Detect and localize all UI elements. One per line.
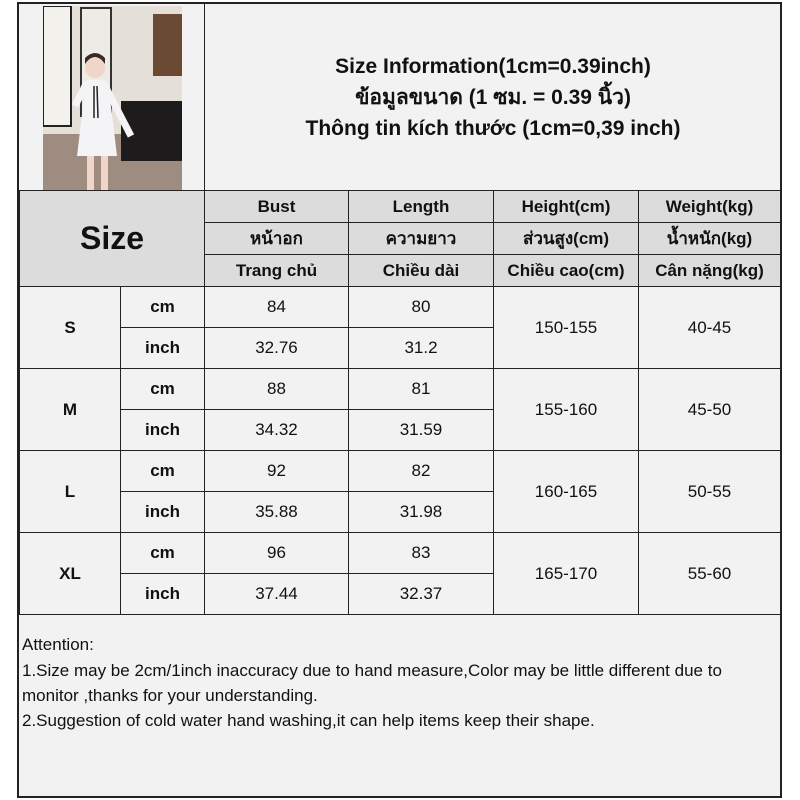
size-table: Size Bust Length Height(cm) Weight(kg) ห… — [19, 190, 781, 615]
model-in-dress-image — [43, 6, 182, 190]
size-label: S — [19, 286, 121, 369]
length-cm: 80 — [348, 286, 494, 328]
height-range: 165-170 — [493, 532, 639, 615]
table-row-inch: inch 32.76 31.2 — [20, 327, 781, 369]
unit-label: inch — [120, 573, 205, 615]
length-cm: 81 — [348, 368, 494, 410]
unit-label: cm — [120, 368, 205, 410]
size-header: Size — [19, 190, 205, 287]
table-row-inch: inch 37.44 32.37 — [20, 573, 781, 615]
col-weight: Weight(kg) — [638, 190, 781, 223]
length-inch: 32.37 — [348, 573, 494, 615]
attention-note-1: 1.Size may be 2cm/1inch inaccuracy due t… — [22, 661, 722, 705]
size-information-title: Size Information(1cm=0.39inch) ข้อมูลขนา… — [204, 4, 781, 190]
col-height-vi: Chiều cao(cm) — [493, 254, 639, 287]
height-range: 155-160 — [493, 368, 639, 451]
attention-notes: Attention: 1.Size may be 2cm/1inch inacc… — [19, 630, 780, 736]
weight-range: 50-55 — [638, 450, 781, 533]
attention-note-2: 2.Suggestion of cold water hand washing,… — [22, 711, 595, 730]
bust-cm: 96 — [204, 532, 349, 574]
product-photo — [43, 6, 182, 190]
col-length-thai: ความยาว — [348, 222, 494, 255]
size-label: XL — [19, 532, 121, 615]
bust-inch: 32.76 — [204, 327, 349, 369]
weight-range: 55-60 — [638, 532, 781, 615]
length-inch: 31.59 — [348, 409, 494, 451]
col-length: Length — [348, 190, 494, 223]
col-bust-thai: หน้าอก — [204, 222, 349, 255]
unit-label: cm — [120, 450, 205, 492]
header-row-vietnamese: Trang chủ Chiều dài Chiều cao(cm) Cân nặ… — [20, 254, 781, 287]
col-height: Height(cm) — [493, 190, 639, 223]
weight-range: 40-45 — [638, 286, 781, 369]
size-label: L — [19, 450, 121, 533]
unit-label: inch — [120, 327, 205, 369]
header-row-thai: หน้าอก ความยาว ส่วนสูง(cm) น้ำหนัก(kg) — [20, 222, 781, 255]
col-weight-vi: Cân nặng(kg) — [638, 254, 781, 287]
title-vietnamese: Thông tin kích thước (1cm=0,39 inch) — [305, 116, 681, 140]
table-row-inch: inch 35.88 31.98 — [20, 491, 781, 533]
unit-label: inch — [120, 409, 205, 451]
length-cm: 83 — [348, 532, 494, 574]
bust-inch: 34.32 — [204, 409, 349, 451]
height-range: 150-155 — [493, 286, 639, 369]
size-label: M — [19, 368, 121, 451]
col-weight-thai: น้ำหนัก(kg) — [638, 222, 781, 255]
height-range: 160-165 — [493, 450, 639, 533]
bust-inch: 37.44 — [204, 573, 349, 615]
size-chart: Size Information(1cm=0.39inch) ข้อมูลขนา… — [17, 2, 782, 798]
length-inch: 31.98 — [348, 491, 494, 533]
weight-range: 45-50 — [638, 368, 781, 451]
length-cm: 82 — [348, 450, 494, 492]
unit-label: cm — [120, 532, 205, 574]
col-bust-vi: Trang chủ — [204, 254, 349, 287]
unit-label: inch — [120, 491, 205, 533]
header-row-english: Size Bust Length Height(cm) Weight(kg) — [19, 190, 781, 287]
unit-label: cm — [120, 286, 205, 328]
table-row-cm: XL cm 96 83 165-170 55-60 — [19, 532, 781, 615]
table-row-inch: inch 34.32 31.59 — [20, 409, 781, 451]
bust-cm: 84 — [204, 286, 349, 328]
chart-header: Size Information(1cm=0.39inch) ข้อมูลขนา… — [19, 4, 780, 190]
col-bust: Bust — [204, 190, 349, 223]
length-inch: 31.2 — [348, 327, 494, 369]
bust-cm: 92 — [204, 450, 349, 492]
bust-cm: 88 — [204, 368, 349, 410]
attention-heading: Attention: — [22, 635, 94, 654]
title-thai: ข้อมูลขนาด (1 ซม. = 0.39 นิ้ว) — [355, 85, 631, 109]
bust-inch: 35.88 — [204, 491, 349, 533]
col-length-vi: Chiều dài — [348, 254, 494, 287]
title-english: Size Information(1cm=0.39inch) — [335, 54, 651, 78]
col-height-thai: ส่วนสูง(cm) — [493, 222, 639, 255]
